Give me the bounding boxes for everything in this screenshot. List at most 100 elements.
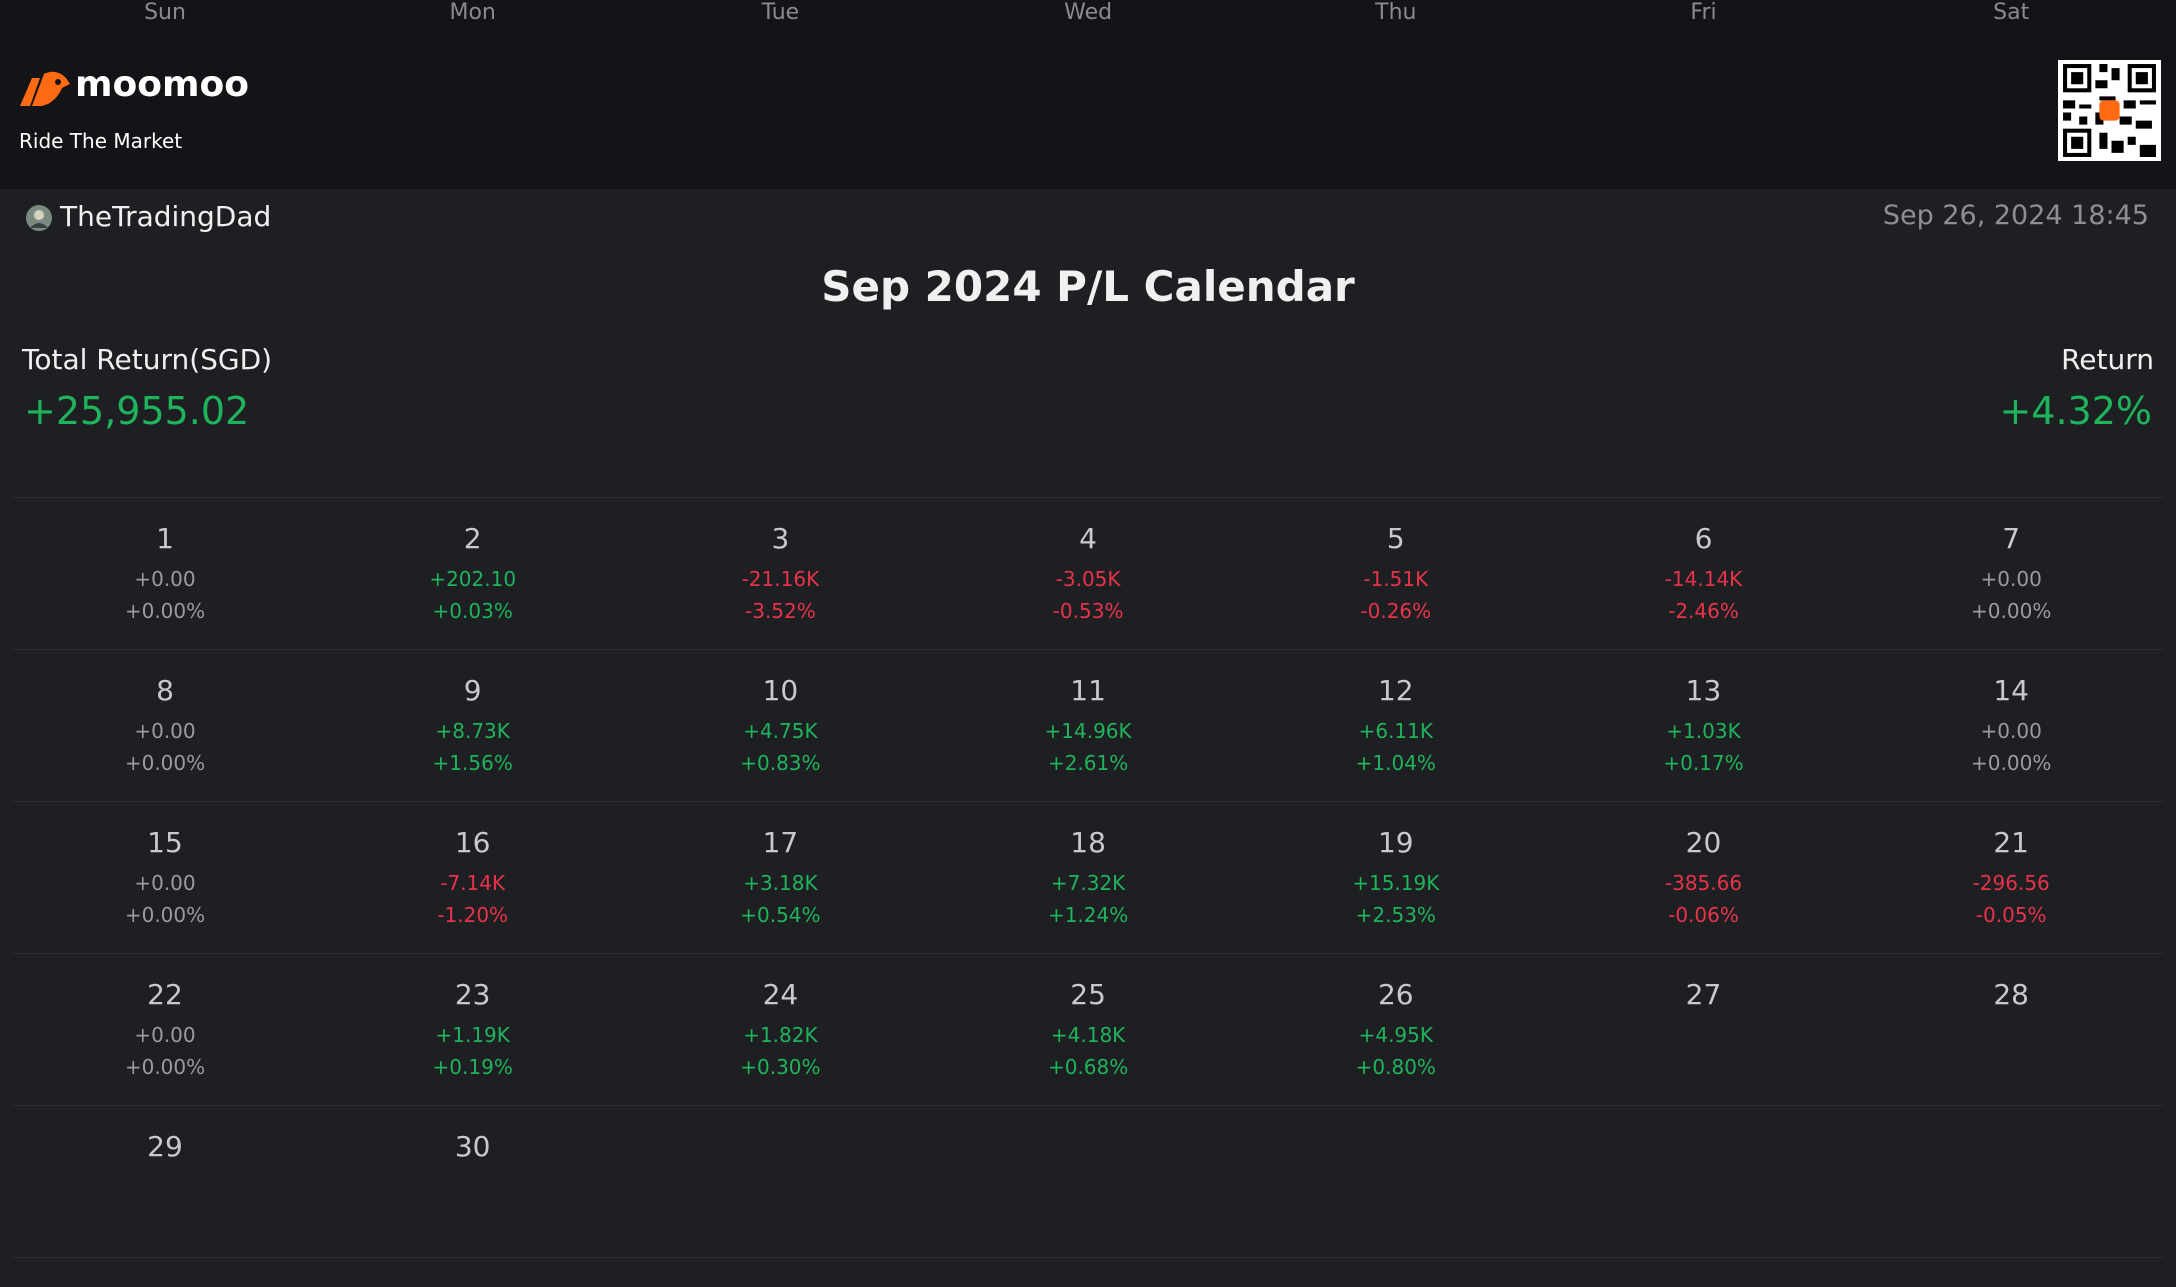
day-pl: +1.19K xyxy=(435,1023,510,1047)
row-separator xyxy=(11,497,2165,498)
day-pl: +0.00 xyxy=(134,567,196,591)
day-pct: +0.30% xyxy=(740,1055,821,1079)
day-pl: +0.00 xyxy=(1980,719,2042,743)
day-pct: +0.00% xyxy=(124,1055,206,1079)
day-pl: -14.14K xyxy=(1664,567,1743,591)
day-pct: +1.24% xyxy=(1047,903,1129,927)
day-pl: -385.66 xyxy=(1664,871,1743,895)
day-pl: -21.16K xyxy=(741,567,820,591)
day-number: 26 xyxy=(1377,978,1414,1011)
day-number: 9 xyxy=(463,674,482,707)
day-pl: -7.14K xyxy=(440,871,506,895)
day-pl: +3.18K xyxy=(743,871,818,895)
day-pl: -3.05K xyxy=(1055,567,1121,591)
day-number: 28 xyxy=(1993,978,2029,1011)
day-pl: +8.73K xyxy=(435,719,510,743)
tagline: Ride The Market xyxy=(19,129,183,153)
day-number: 11 xyxy=(1070,674,1106,707)
day-pl: -296.56 xyxy=(1972,871,2050,895)
qr-code xyxy=(2058,60,2161,161)
day-number: 13 xyxy=(1685,674,1722,707)
day-number: 14 xyxy=(1993,674,2029,707)
day-number: 10 xyxy=(762,674,799,707)
day-pct: +0.03% xyxy=(432,599,513,623)
day-pct: +0.00% xyxy=(124,599,206,623)
day-pl: +6.11K xyxy=(1358,719,1433,743)
day-pl: +0.00 xyxy=(134,871,196,895)
day-number: 17 xyxy=(762,826,799,859)
total-return-label: Total Return(SGD) xyxy=(22,343,273,376)
day-number: 29 xyxy=(147,1130,183,1163)
day-pl: +1.82K xyxy=(743,1023,818,1047)
return-value: +4.32% xyxy=(1999,389,2152,433)
day-number: 18 xyxy=(1070,826,1106,859)
day-pct: +0.00% xyxy=(124,903,206,927)
day-number: 5 xyxy=(1386,522,1405,555)
weekday-label: Mon xyxy=(449,0,496,25)
day-number: 24 xyxy=(762,978,799,1011)
day-pl: -1.51K xyxy=(1363,567,1429,591)
day-number: 2 xyxy=(463,522,482,555)
day-pct: +0.00% xyxy=(124,751,206,775)
day-number: 7 xyxy=(2002,522,2021,555)
day-pct: +0.68% xyxy=(1047,1055,1129,1079)
day-pl: +0.00 xyxy=(134,719,196,743)
day-number: 23 xyxy=(454,978,491,1011)
day-pct: +0.00% xyxy=(1971,751,2052,775)
day-number: 16 xyxy=(454,826,491,859)
weekday-label: Tue xyxy=(761,0,800,25)
day-pct: +2.61% xyxy=(1047,751,1129,775)
weekday-label: Fri xyxy=(1690,0,1717,25)
day-pct: -2.46% xyxy=(1668,599,1739,623)
day-number: 15 xyxy=(147,826,183,859)
day-pct: +1.56% xyxy=(432,751,513,775)
day-pct: -3.52% xyxy=(745,599,816,623)
timestamp: Sep 26, 2024 18:45 xyxy=(1882,200,2149,231)
day-pct: +2.53% xyxy=(1355,903,1436,927)
row-separator xyxy=(11,801,2165,802)
day-pct: +0.83% xyxy=(740,751,821,775)
day-number: 1 xyxy=(156,522,174,555)
day-pct: +0.00% xyxy=(1971,599,2052,623)
day-pct: +0.17% xyxy=(1663,751,1744,775)
day-number: 12 xyxy=(1377,674,1414,707)
day-pct: -0.06% xyxy=(1668,903,1739,927)
day-pct: +1.04% xyxy=(1355,751,1436,775)
day-number: 27 xyxy=(1685,978,1722,1011)
day-pct: +0.80% xyxy=(1355,1055,1436,1079)
day-number: 8 xyxy=(156,674,174,707)
day-number: 6 xyxy=(1694,522,1713,555)
return-label: Return xyxy=(2061,343,2154,376)
day-pct: +0.19% xyxy=(432,1055,513,1079)
username: TheTradingDad xyxy=(60,200,272,233)
day-number: 22 xyxy=(147,978,183,1011)
row-separator xyxy=(11,1257,2165,1258)
row-separator xyxy=(11,953,2165,954)
day-pct: -0.05% xyxy=(1975,903,2047,927)
total-return-value: +25,955.02 xyxy=(24,389,250,433)
calendar-title: Sep 2024 P/L Calendar xyxy=(821,262,1355,311)
day-number: 21 xyxy=(1993,826,2029,859)
weekday-label: Thu xyxy=(1375,0,1417,25)
top-bar xyxy=(0,0,2176,189)
day-pct: -0.53% xyxy=(1052,599,1124,623)
weekday-label: Sun xyxy=(144,0,186,25)
day-pl: +15.19K xyxy=(1352,871,1440,895)
day-pct: +0.54% xyxy=(740,903,821,927)
day-pl: +1.03K xyxy=(1666,719,1741,743)
day-pct: -0.26% xyxy=(1360,599,1432,623)
day-pl: +4.18K xyxy=(1050,1023,1126,1047)
weekday-label: Wed xyxy=(1064,0,1113,25)
day-number: 4 xyxy=(1079,522,1097,555)
day-pct: -1.20% xyxy=(437,903,509,927)
row-separator xyxy=(11,1105,2165,1106)
day-pl: +202.10 xyxy=(429,567,517,591)
brand: moomoo xyxy=(75,64,249,105)
day-number: 3 xyxy=(771,522,790,555)
day-pl: +0.00 xyxy=(1980,567,2042,591)
row-separator xyxy=(11,649,2165,650)
day-pl: +14.96K xyxy=(1044,719,1132,743)
logo-icon xyxy=(20,71,70,106)
avatar xyxy=(26,205,52,231)
